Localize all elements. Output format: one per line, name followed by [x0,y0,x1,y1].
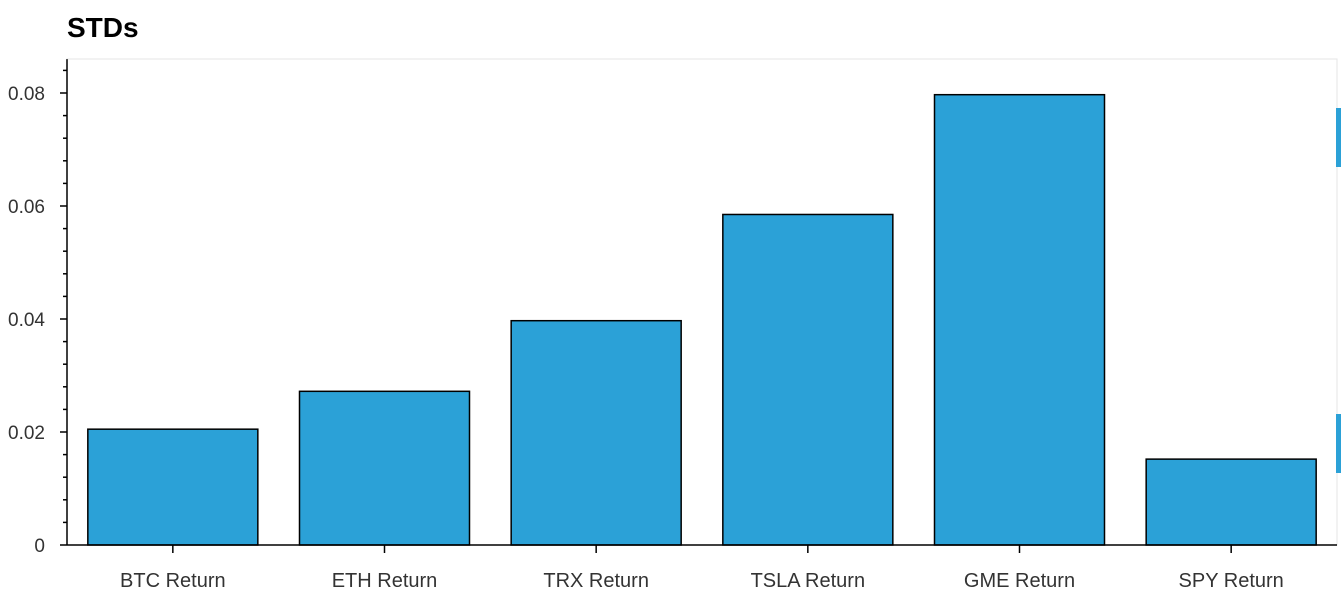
bar-btc-return [87,428,259,546]
toolbar-indicator-top[interactable] [1336,108,1341,167]
x-tick-label: GME Return [964,570,1075,592]
x-axis: BTC Return ETH Return TRX Return TSLA Retur… [67,544,1337,592]
y-tick-label: 0.08 [8,84,45,105]
x-tick-label: ETH Return [332,570,438,592]
x-tick-label: SPY Return [1179,570,1284,592]
bar-gme-return [933,93,1106,546]
bar-spy-return [1145,458,1317,546]
bars-layer [87,93,1317,546]
bar-eth-return [298,390,471,546]
x-tick-label: TSLA Return [751,570,866,592]
y-tick-label: 0 [34,536,45,557]
bar-trx-return [510,319,682,546]
chart-title: STDs [67,12,139,43]
x-tick-label: BTC Return [120,570,226,592]
y-axis: 0 0.02 0.04 0.06 0.08 [8,59,68,557]
y-tick-label: 0.02 [8,423,45,444]
toolbar-indicator-bottom[interactable] [1336,414,1341,473]
y-tick-label: 0.06 [8,197,45,218]
y-tick-label: 0.04 [8,310,45,331]
bar-tsla-return [722,213,894,546]
x-tick-label: TRX Return [543,570,649,592]
